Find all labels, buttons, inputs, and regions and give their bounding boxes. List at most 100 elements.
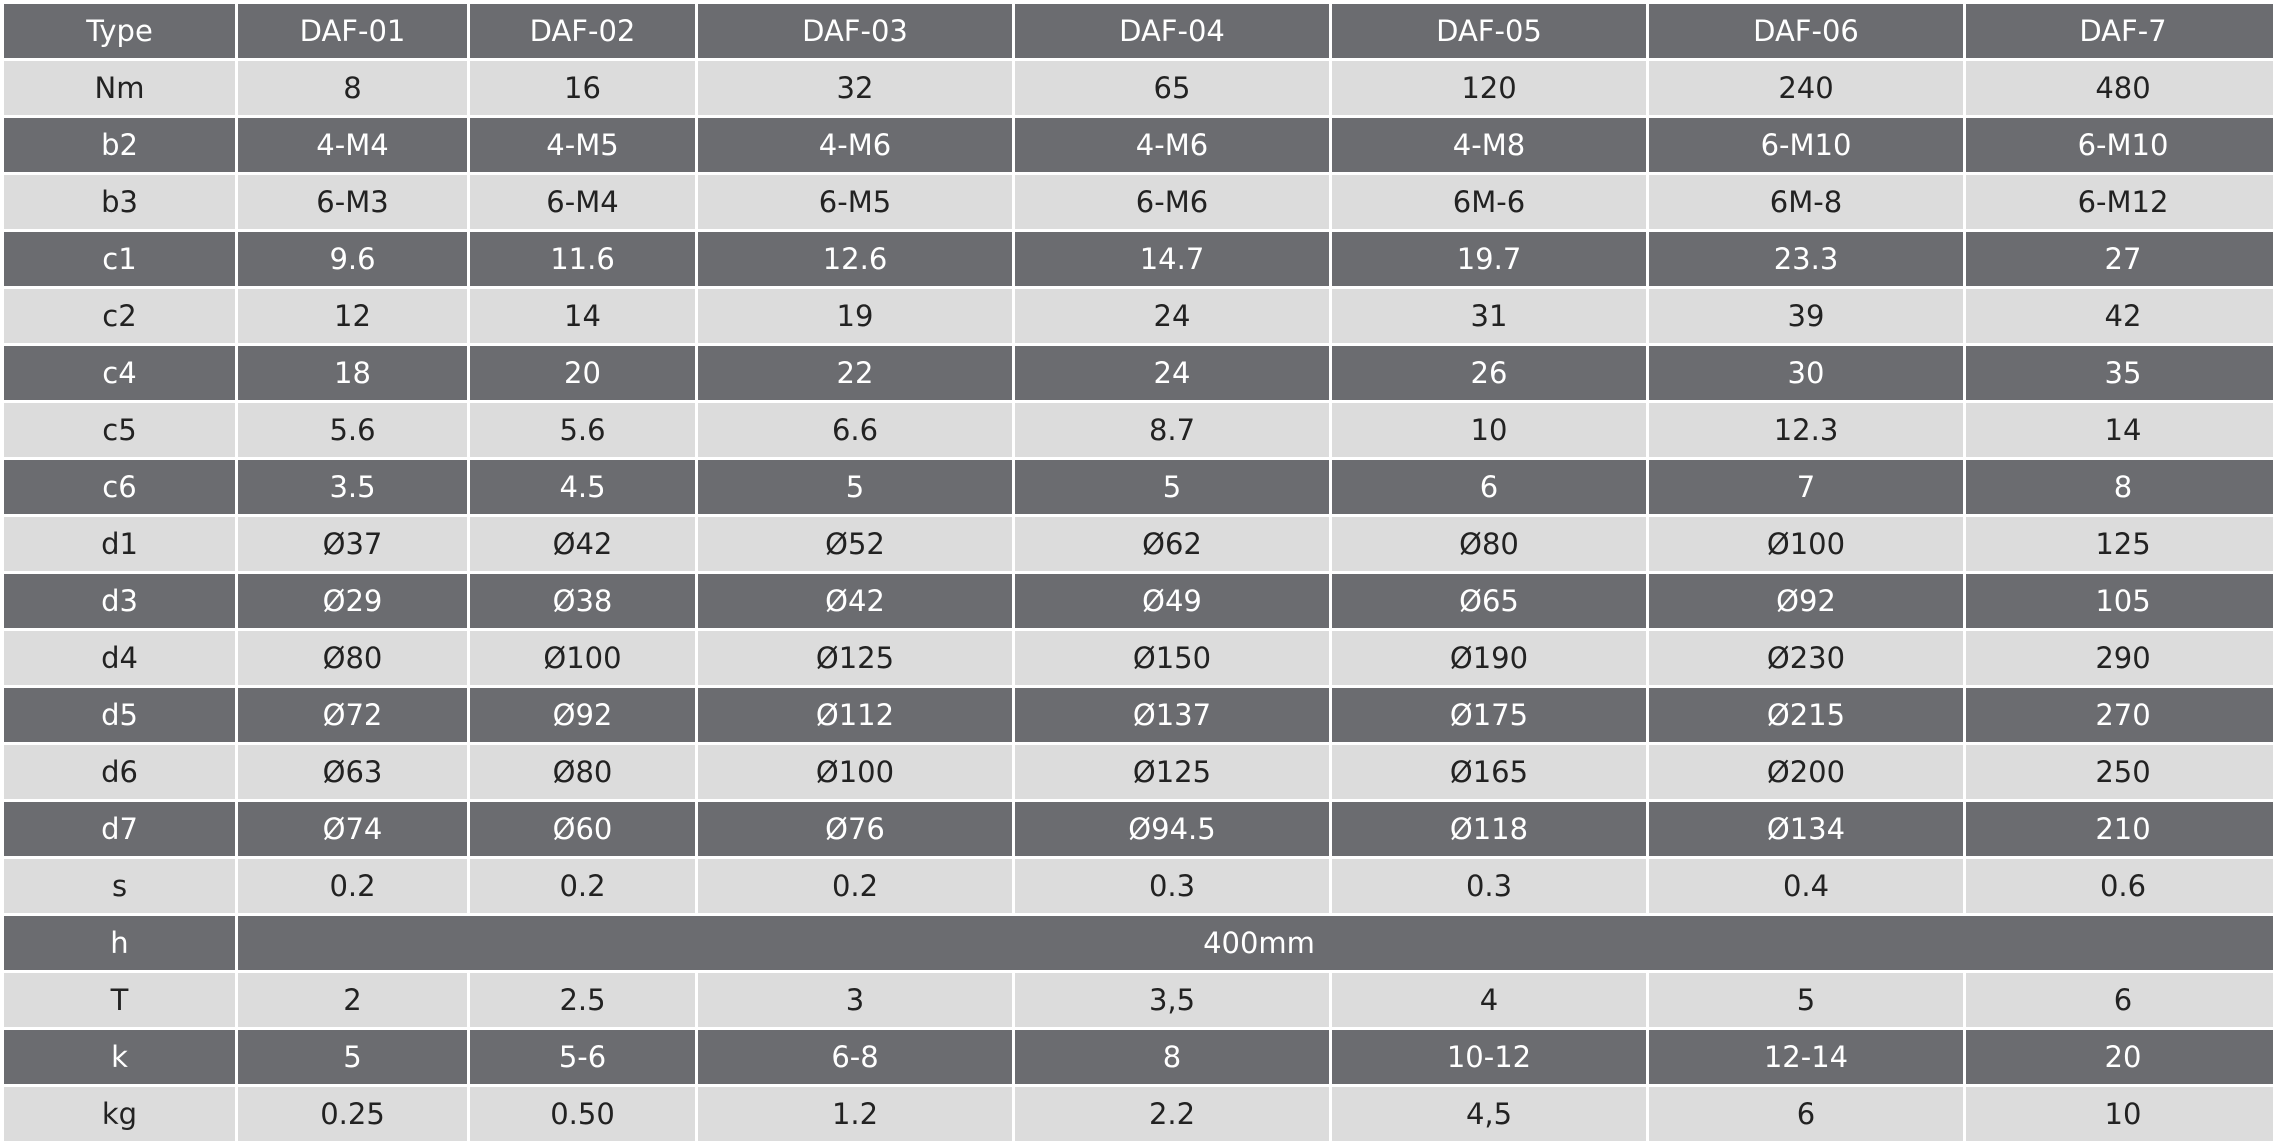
cell: 120: [1332, 61, 1646, 115]
cell: Ø52: [698, 517, 1012, 571]
cell: 14: [470, 289, 695, 343]
cell: Ø125: [1015, 745, 1329, 799]
cell: 0.2: [698, 859, 1012, 913]
cell: 32: [698, 61, 1012, 115]
cell: 4-M6: [1015, 118, 1329, 172]
cell: 5: [238, 1030, 467, 1084]
cell: Ø125: [698, 631, 1012, 685]
cell: 0.6: [1966, 859, 2273, 913]
cell: 3.5: [238, 460, 467, 514]
cell: 16: [470, 61, 695, 115]
cell: Ø80: [470, 745, 695, 799]
table-row: c1 9.6 11.6 12.6 14.7 19.7 23.3 27: [4, 232, 2273, 286]
cell: 240: [1649, 61, 1963, 115]
cell: 6-M12: [1966, 175, 2273, 229]
cell: 6-M4: [470, 175, 695, 229]
cell: 8: [1966, 460, 2273, 514]
cell: 35: [1966, 346, 2273, 400]
cell: 1.2: [698, 1087, 1012, 1141]
cell: Ø100: [1649, 517, 1963, 571]
cell: 12.6: [698, 232, 1012, 286]
cell: 24: [1015, 346, 1329, 400]
cell: 4-M5: [470, 118, 695, 172]
cell: 480: [1966, 61, 2273, 115]
cell: 9.6: [238, 232, 467, 286]
cell: Ø175: [1332, 688, 1646, 742]
cell: DAF-05: [1332, 4, 1646, 58]
cell: 2.2: [1015, 1087, 1329, 1141]
row-label: c4: [4, 346, 235, 400]
cell: 10: [1332, 403, 1646, 457]
cell: 20: [470, 346, 695, 400]
cell: Ø100: [698, 745, 1012, 799]
cell: 5.6: [238, 403, 467, 457]
row-label: c5: [4, 403, 235, 457]
row-label: d7: [4, 802, 235, 856]
cell: 4-M8: [1332, 118, 1646, 172]
cell: 19.7: [1332, 232, 1646, 286]
cell: 250: [1966, 745, 2273, 799]
table-row: Nm 8 16 32 65 120 240 480: [4, 61, 2273, 115]
row-label: T: [4, 973, 235, 1027]
table-row: d3 Ø29 Ø38 Ø42 Ø49 Ø65 Ø92 105: [4, 574, 2273, 628]
cell: DAF-04: [1015, 4, 1329, 58]
cell: 8: [1015, 1030, 1329, 1084]
cell: Ø49: [1015, 574, 1329, 628]
table-row: kg 0.25 0.50 1.2 2.2 4,5 6 10: [4, 1087, 2273, 1141]
row-label: Nm: [4, 61, 235, 115]
cell: 0.2: [470, 859, 695, 913]
cell: 6.6: [698, 403, 1012, 457]
cell: 6M-6: [1332, 175, 1646, 229]
cell: Ø29: [238, 574, 467, 628]
cell: 20: [1966, 1030, 2273, 1084]
cell: Ø42: [470, 517, 695, 571]
cell: Ø150: [1015, 631, 1329, 685]
table-row: c5 5.6 5.6 6.6 8.7 10 12.3 14: [4, 403, 2273, 457]
row-label: h: [4, 916, 235, 970]
cell: Ø100: [470, 631, 695, 685]
cell: 5: [1649, 973, 1963, 1027]
cell: Ø92: [1649, 574, 1963, 628]
cell: 210: [1966, 802, 2273, 856]
cell: 5: [1015, 460, 1329, 514]
cell: 12: [238, 289, 467, 343]
cell: 125: [1966, 517, 2273, 571]
cell: Ø118: [1332, 802, 1646, 856]
table-row: T 2 2.5 3 3,5 4 5 6: [4, 973, 2273, 1027]
cell: 30: [1649, 346, 1963, 400]
cell: 400mm: [238, 916, 2273, 970]
cell: 6-M3: [238, 175, 467, 229]
table-row: h 400mm: [4, 916, 2273, 970]
cell: 12-14: [1649, 1030, 1963, 1084]
cell: 6: [1649, 1087, 1963, 1141]
cell: 31: [1332, 289, 1646, 343]
table-row: c6 3.5 4.5 5 5 6 7 8: [4, 460, 2273, 514]
cell: Ø38: [470, 574, 695, 628]
cell: 6M-8: [1649, 175, 1963, 229]
cell: 290: [1966, 631, 2273, 685]
cell: 0.50: [470, 1087, 695, 1141]
cell: 6-M10: [1966, 118, 2273, 172]
cell: 8.7: [1015, 403, 1329, 457]
cell: Ø62: [1015, 517, 1329, 571]
cell: 5.6: [470, 403, 695, 457]
row-label: c6: [4, 460, 235, 514]
row-label: d6: [4, 745, 235, 799]
cell: 6-M6: [1015, 175, 1329, 229]
table-row: c2 12 14 19 24 31 39 42: [4, 289, 2273, 343]
cell: 4.5: [470, 460, 695, 514]
cell: 2: [238, 973, 467, 1027]
cell: 22: [698, 346, 1012, 400]
cell: 10-12: [1332, 1030, 1646, 1084]
cell: Ø37: [238, 517, 467, 571]
cell: 3: [698, 973, 1012, 1027]
cell: Ø74: [238, 802, 467, 856]
row-label: d5: [4, 688, 235, 742]
cell: Ø72: [238, 688, 467, 742]
cell: 24: [1015, 289, 1329, 343]
cell: 23.3: [1649, 232, 1963, 286]
row-label: c1: [4, 232, 235, 286]
cell: Ø215: [1649, 688, 1963, 742]
table-body: Type DAF-01 DAF-02 DAF-03 DAF-04 DAF-05 DAF-06…: [4, 4, 2273, 1141]
